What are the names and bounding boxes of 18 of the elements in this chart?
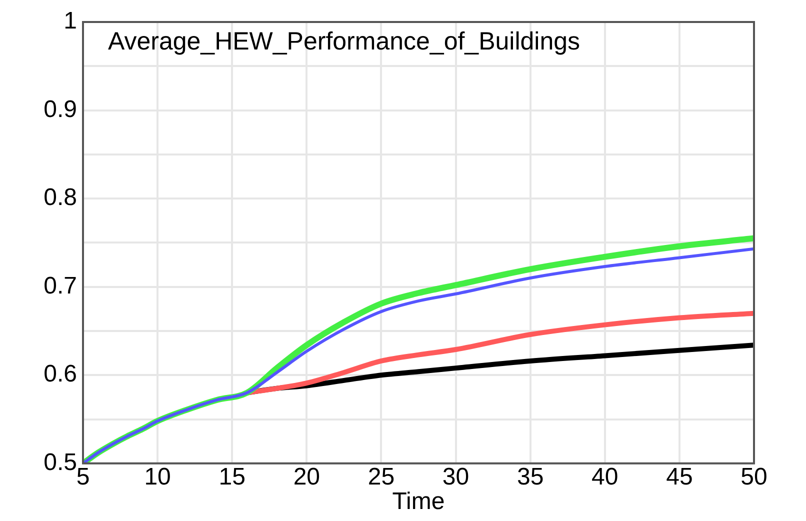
- y-tick-label: 0.6: [44, 360, 77, 388]
- x-tick-label: 25: [368, 463, 395, 490]
- y-tick-label: 0.9: [44, 96, 77, 123]
- x-tick-label: 40: [592, 463, 618, 490]
- y-tick-label: 1: [64, 8, 77, 35]
- x-tick-label: 45: [666, 463, 693, 490]
- x-tick-label: 5: [76, 463, 90, 490]
- chart-title: Average_HEW_Performance_of_Buildings: [108, 27, 580, 56]
- y-tick-label: 0.7: [44, 272, 77, 300]
- x-tick-label: 30: [442, 463, 470, 490]
- x-axis-title: Time: [392, 488, 445, 516]
- x-tick-label: 35: [516, 463, 544, 490]
- x-tick-label: 10: [144, 463, 171, 490]
- y-tick-label: 0.5: [44, 449, 77, 476]
- x-tick-label: 20: [293, 463, 320, 490]
- y-tick-label: 0.8: [44, 184, 77, 212]
- x-tick-label: 50: [740, 463, 768, 490]
- x-tick-label: 15: [218, 463, 246, 490]
